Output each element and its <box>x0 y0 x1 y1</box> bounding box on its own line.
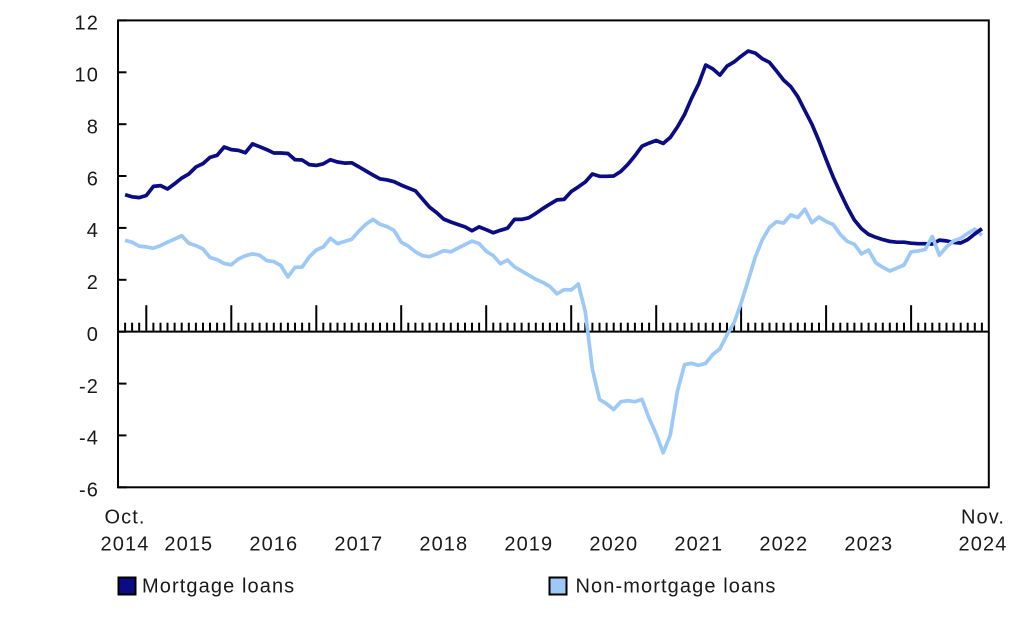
svg-text:6: 6 <box>87 168 99 190</box>
svg-text:2020: 2020 <box>589 534 638 556</box>
svg-text:2021: 2021 <box>674 534 723 556</box>
svg-text:8: 8 <box>87 116 99 138</box>
svg-text:Oct.: Oct. <box>104 507 145 529</box>
svg-text:10: 10 <box>75 65 99 87</box>
svg-text:-4: -4 <box>79 428 99 450</box>
svg-text:Mortgage loans: Mortgage loans <box>142 576 295 598</box>
svg-text:2: 2 <box>87 272 99 294</box>
svg-text:-6: -6 <box>79 480 99 502</box>
svg-text:Non-mortgage loans: Non-mortgage loans <box>576 576 777 598</box>
svg-text:4: 4 <box>87 220 99 242</box>
svg-text:12: 12 <box>75 13 99 35</box>
svg-text:2017: 2017 <box>334 534 383 556</box>
svg-text:2014: 2014 <box>101 534 150 556</box>
svg-text:2016: 2016 <box>249 534 298 556</box>
svg-text:2024: 2024 <box>959 534 1008 556</box>
svg-text:Nov.: Nov. <box>961 507 1005 529</box>
svg-text:-2: -2 <box>79 376 99 398</box>
svg-text:2015: 2015 <box>164 534 213 556</box>
svg-text:2022: 2022 <box>759 534 808 556</box>
svg-text:2019: 2019 <box>504 534 553 556</box>
svg-text:2018: 2018 <box>419 534 468 556</box>
svg-text:0: 0 <box>87 324 99 346</box>
svg-text:2023: 2023 <box>844 534 893 556</box>
